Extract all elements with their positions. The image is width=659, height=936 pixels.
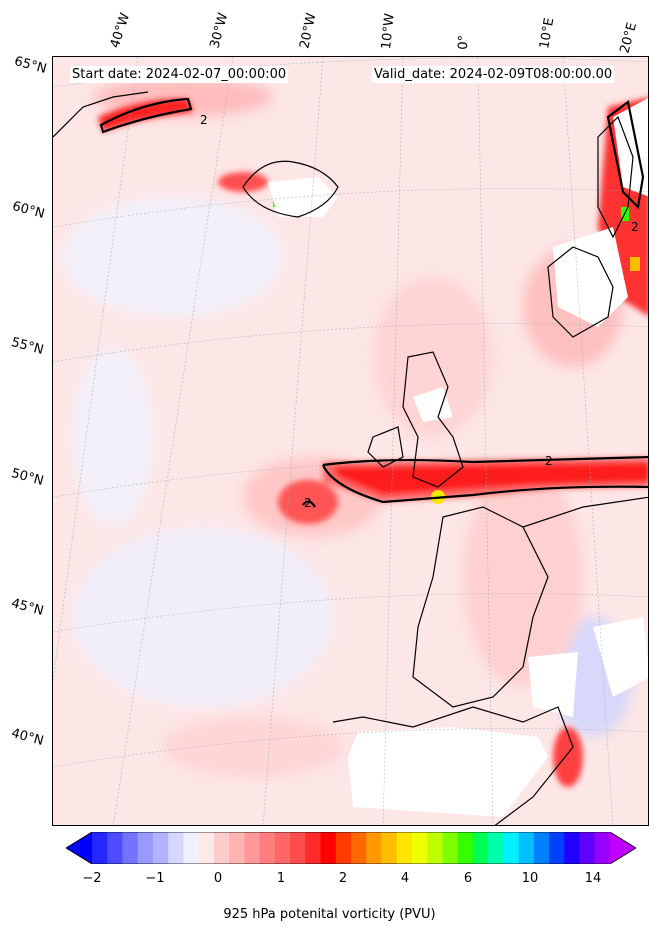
norway-contour (606, 100, 645, 210)
cyclone-contour (302, 500, 316, 508)
colorbar-cell (579, 832, 596, 864)
lat-label-50n: 50°N (9, 466, 46, 489)
colorbar-cell (564, 832, 581, 864)
colorbar-cell (533, 832, 550, 864)
colorbar-extend-min (66, 832, 92, 864)
lat-label-40n: 40°N (9, 726, 46, 749)
colorbar-cell (503, 832, 520, 864)
colorbar-cell (168, 832, 185, 864)
lon-label-10e: 10°E (537, 16, 558, 51)
coastlines (53, 91, 648, 825)
contour-label: 2 (545, 454, 553, 468)
colorbar-cell (472, 832, 489, 864)
colorbar-cell (320, 832, 337, 864)
colorbar-cell (244, 832, 261, 864)
colorbar-cell (335, 832, 352, 864)
colorbar-cell (366, 832, 383, 864)
iceland-coast (242, 160, 339, 218)
great-britain-coast (402, 351, 464, 488)
colorbar-tick: −1 (145, 871, 165, 886)
map-area: 2 2 2 2 (52, 56, 649, 826)
lat-label-65n: 65°N (12, 54, 49, 77)
colorbar-label: 925 hPa potenital vorticity (PVU) (223, 907, 436, 922)
colorbar-cell (229, 832, 245, 864)
lon-label-10w: 10°W (379, 12, 398, 51)
ireland-coast (367, 426, 404, 468)
lon-label-20w: 20°W (297, 11, 320, 50)
colorbar-cell (396, 832, 413, 864)
colorbar-cell (411, 832, 428, 864)
colorbar-cell (594, 832, 611, 864)
iberia-coast (332, 706, 574, 825)
colorbar-tick: 14 (584, 871, 602, 886)
france-coast (412, 506, 549, 708)
colorbar-cell (488, 832, 504, 864)
colorbar-cell (427, 832, 444, 864)
colorbar-tick: 2 (338, 871, 348, 886)
lat-label-60n: 60°N (10, 199, 47, 222)
lat-label-55n: 55°N (9, 335, 46, 358)
colorbar-cell (457, 832, 474, 864)
colorbar-cell (92, 832, 108, 864)
start-date-label: Start date: 2024-02-07_00:00:00 (70, 66, 289, 83)
colorbar-tick: −2 (82, 871, 102, 886)
colorbar-tick: 10 (521, 871, 539, 886)
colorbar (66, 832, 636, 864)
masked-terrain (268, 98, 648, 817)
colorbar-cell (107, 832, 124, 864)
colorbar-cell (259, 832, 276, 864)
colorbar-cell (290, 832, 306, 864)
north-sea-coast (522, 496, 648, 528)
negative-pv-areas (63, 197, 633, 737)
contour-label-group: 2 2 2 2 (200, 113, 639, 510)
colorbar-cell (152, 832, 169, 864)
lon-label-20e: 20°E (617, 20, 641, 55)
lon-label-30w: 30°W (207, 11, 232, 50)
lon-label-40w: 40°W (107, 11, 134, 50)
contour-label: 2 (200, 113, 208, 127)
colorbar-tick: 4 (400, 871, 410, 886)
greenland-coast (53, 91, 149, 138)
colorbar-cell (183, 832, 200, 864)
frontal-contour (321, 455, 648, 504)
scandinavia-coast (597, 115, 634, 239)
colorbar-cell (122, 832, 139, 864)
colorbar-cell (213, 832, 230, 864)
colorbar-cells (66, 832, 636, 864)
pv-field-map: 2 2 2 2 (53, 57, 648, 825)
colorbar-tick: 0 (213, 871, 223, 886)
colorbar-cell (351, 832, 367, 864)
colorbar-cell (518, 832, 535, 864)
colorbar-cell (549, 832, 565, 864)
colorbar-extend-max (610, 832, 636, 864)
colorbar-tick: 1 (276, 871, 286, 886)
lon-label-0: 0° (456, 34, 472, 50)
valid-date-label: Valid_date: 2024-02-09T08:00:00.00 (372, 66, 615, 83)
colorbar-tick: 6 (463, 871, 473, 886)
colorbar-cell (137, 832, 154, 864)
colorbar-cell (442, 832, 459, 864)
contour-label: 2 (631, 220, 639, 234)
pv-contours (99, 97, 648, 508)
greenland-contour (99, 97, 193, 134)
colorbar-cell (274, 832, 291, 864)
colorbar-cell (305, 832, 322, 864)
colorbar-cell (381, 832, 398, 864)
contour-label: 2 (304, 496, 312, 510)
norway-coast (547, 246, 614, 338)
colorbar-cell (198, 832, 215, 864)
lat-label-45n: 45°N (9, 596, 46, 619)
